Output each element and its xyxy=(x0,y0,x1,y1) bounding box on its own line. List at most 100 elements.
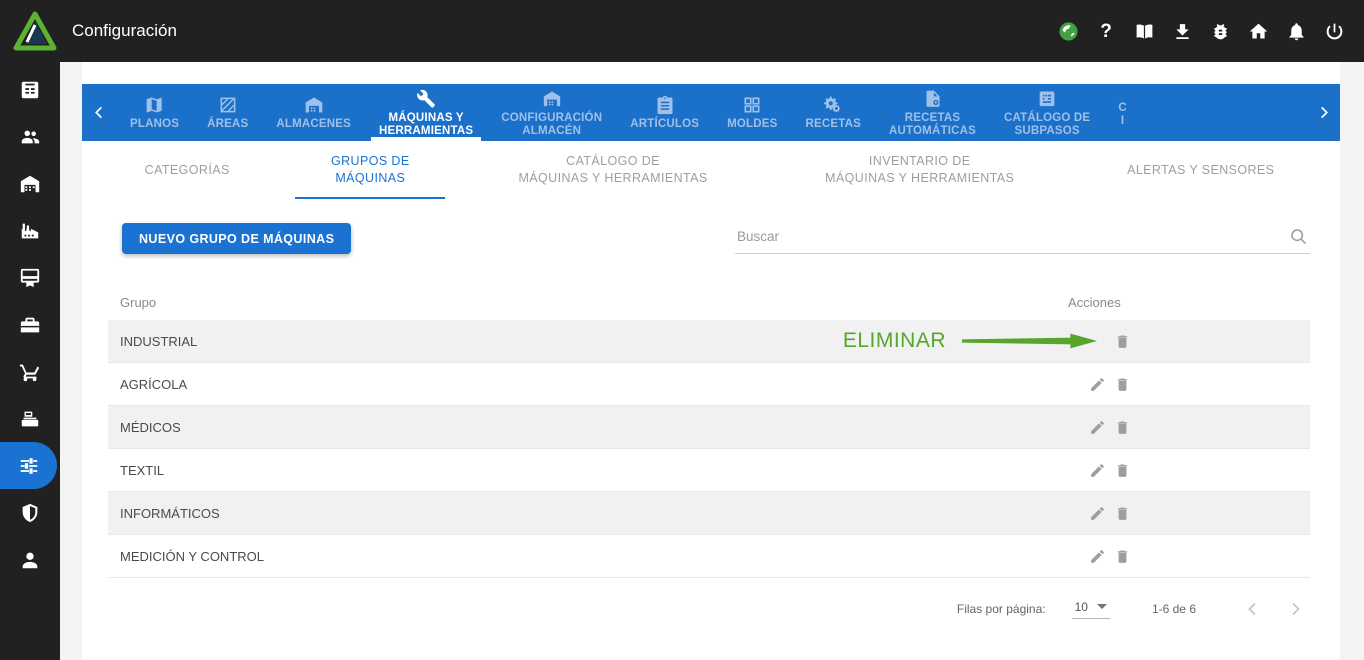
sidebar-item-security[interactable] xyxy=(0,489,60,536)
news-icon xyxy=(21,81,39,98)
topbar-icons: ? xyxy=(1056,19,1346,43)
tools-icon xyxy=(417,89,436,108)
toolbar: NUEVO GRUPO DE MÁQUINAS xyxy=(122,223,1310,254)
download-icon[interactable] xyxy=(1170,19,1194,43)
table-row-agricola: AGRÍCOLA xyxy=(108,363,1310,406)
user-icon xyxy=(22,552,38,568)
table-row-textil: TEXTIL xyxy=(108,449,1310,492)
power-icon[interactable] xyxy=(1322,19,1346,43)
sidebar xyxy=(0,62,60,660)
subtab-alertas-y-sensores[interactable]: ALERTAS Y SENSORES xyxy=(1127,162,1275,177)
list-card-icon xyxy=(1039,91,1055,107)
notifications-bell-icon[interactable] xyxy=(1284,19,1308,43)
edit-button[interactable] xyxy=(1088,375,1106,393)
language-globe-icon[interactable] xyxy=(1056,19,1080,43)
edit-button[interactable] xyxy=(1088,461,1106,479)
home-icon[interactable] xyxy=(1246,19,1270,43)
subtab-grupos-de-maquinas[interactable]: GRUPOS DE MÁQUINAS xyxy=(272,141,468,199)
trash-icon xyxy=(1117,420,1127,434)
gears-icon xyxy=(824,97,841,113)
trash-icon xyxy=(1117,549,1127,563)
content-card: PLANOS ÁREAS ALMACENES MÁQUINAS Y HERRAM… xyxy=(82,62,1340,660)
sidebar-item-toolbox[interactable] xyxy=(0,301,60,348)
factory-icon xyxy=(21,223,39,238)
sidebar-item-news[interactable] xyxy=(0,66,60,113)
pencil-icon xyxy=(1090,549,1104,563)
shopping-cart-icon xyxy=(19,364,40,381)
help-icon[interactable]: ? xyxy=(1100,20,1112,42)
documentation-book-icon[interactable] xyxy=(1132,19,1156,43)
cash-register-icon xyxy=(21,411,39,426)
search-icon[interactable] xyxy=(1289,227,1308,246)
tab-recetas[interactable]: RECETAS xyxy=(792,84,876,141)
warehouse-icon xyxy=(20,175,40,192)
sidebar-item-users[interactable] xyxy=(0,113,60,160)
trash-icon xyxy=(1117,377,1127,391)
edit-button[interactable] xyxy=(1088,547,1106,565)
toolbox-icon xyxy=(20,317,40,332)
tab-moldes[interactable]: MOLDES xyxy=(713,84,791,141)
sidebar-item-warehouse[interactable] xyxy=(0,160,60,207)
tab-clipped[interactable]: C I xyxy=(1118,101,1127,127)
topbar: Configuración ? xyxy=(0,0,1364,62)
next-page-button[interactable] xyxy=(1280,594,1310,624)
file-gear-icon xyxy=(925,90,940,107)
sidebar-item-profile[interactable] xyxy=(0,536,60,583)
page-title: Configuración xyxy=(72,21,177,40)
sidebar-item-certificates[interactable] xyxy=(0,254,60,301)
search-field xyxy=(735,223,1310,254)
rows-per-page-select[interactable]: 10 xyxy=(1071,600,1110,619)
sidebar-item-configuration[interactable] xyxy=(0,442,57,489)
subtab-inventario-maquinas-herramientas[interactable]: INVENTARIO DE MÁQUINAS Y HERRAMIENTAS xyxy=(825,154,1015,185)
table-row-informaticos: INFORMÁTICOS xyxy=(108,492,1310,535)
pencil-icon xyxy=(1090,377,1104,391)
machine-groups-table: Grupo Acciones INDUSTRIAL ELIMINAR xyxy=(108,284,1310,578)
delete-button[interactable] xyxy=(1113,375,1131,393)
edit-button[interactable] xyxy=(1088,504,1106,522)
delete-button[interactable] xyxy=(1113,332,1131,350)
grid-icon xyxy=(744,97,760,113)
subtab-categorias[interactable]: CATEGORÍAS xyxy=(144,162,230,177)
new-machine-group-button[interactable]: NUEVO GRUPO DE MÁQUINAS xyxy=(122,223,352,254)
tab-planos[interactable]: PLANOS xyxy=(116,84,193,141)
search-input[interactable] xyxy=(735,223,1310,254)
shield-icon xyxy=(22,503,38,522)
table-row-medicion-y-control: MEDICIÓN Y CONTROL xyxy=(108,535,1310,578)
pagination: Filas por página: 10 1-6 de 6 xyxy=(82,594,1310,624)
app-logo-icon xyxy=(13,11,57,51)
pencil-icon xyxy=(1090,506,1104,520)
tab-almacenes[interactable]: ALMACENES xyxy=(262,84,365,141)
map-icon xyxy=(146,97,162,113)
sidebar-item-factory[interactable] xyxy=(0,207,60,254)
tab-maquinas-y-herramientas[interactable]: MÁQUINAS Y HERRAMIENTAS xyxy=(365,84,487,141)
tabs-scroll-right-button[interactable] xyxy=(1306,84,1340,141)
bug-report-icon[interactable] xyxy=(1208,19,1232,43)
rows-per-page-label: Filas por página: xyxy=(956,602,1046,616)
edit-button[interactable] xyxy=(1088,418,1106,436)
delete-button[interactable] xyxy=(1113,504,1131,522)
delete-button[interactable] xyxy=(1113,461,1131,479)
tune-sliders-icon xyxy=(20,457,37,474)
delete-button[interactable] xyxy=(1113,547,1131,565)
previous-page-button[interactable] xyxy=(1238,594,1268,624)
column-header-grupo: Grupo xyxy=(120,294,157,310)
sidebar-item-sales[interactable] xyxy=(0,395,60,442)
users-icon xyxy=(21,130,40,143)
tabs-scroll-left-button[interactable] xyxy=(82,84,116,141)
trash-icon xyxy=(1117,463,1127,477)
caret-down-icon xyxy=(1096,604,1107,609)
tab-recetas-automaticas[interactable]: RECETAS AUTOMÁTICAS xyxy=(875,84,990,141)
tab-areas[interactable]: ÁREAS xyxy=(193,84,262,141)
subtabs: CATEGORÍAS GRUPOS DE MÁQUINAS CATÁLOGO D… xyxy=(102,141,1320,199)
tab-articulos[interactable]: ARTÍCULOS xyxy=(616,84,713,141)
pencil-icon xyxy=(1090,420,1104,434)
trash-icon xyxy=(1117,506,1127,520)
delete-button[interactable] xyxy=(1113,418,1131,436)
sidebar-item-purchases[interactable] xyxy=(0,348,60,395)
table-header: Grupo Acciones xyxy=(108,284,1310,320)
column-header-acciones: Acciones xyxy=(1068,294,1121,310)
tab-catalogo-de-subpasos[interactable]: CATÁLOGO DE SUBPASOS xyxy=(990,84,1104,141)
subtab-catalogo-maquinas-herramientas[interactable]: CATÁLOGO DE MÁQUINAS Y HERRAMIENTAS xyxy=(518,154,708,185)
warehouse-icon xyxy=(305,97,323,113)
tab-configuracion-almacen[interactable]: CONFIGURACIÓN ALMACÉN xyxy=(487,84,616,141)
